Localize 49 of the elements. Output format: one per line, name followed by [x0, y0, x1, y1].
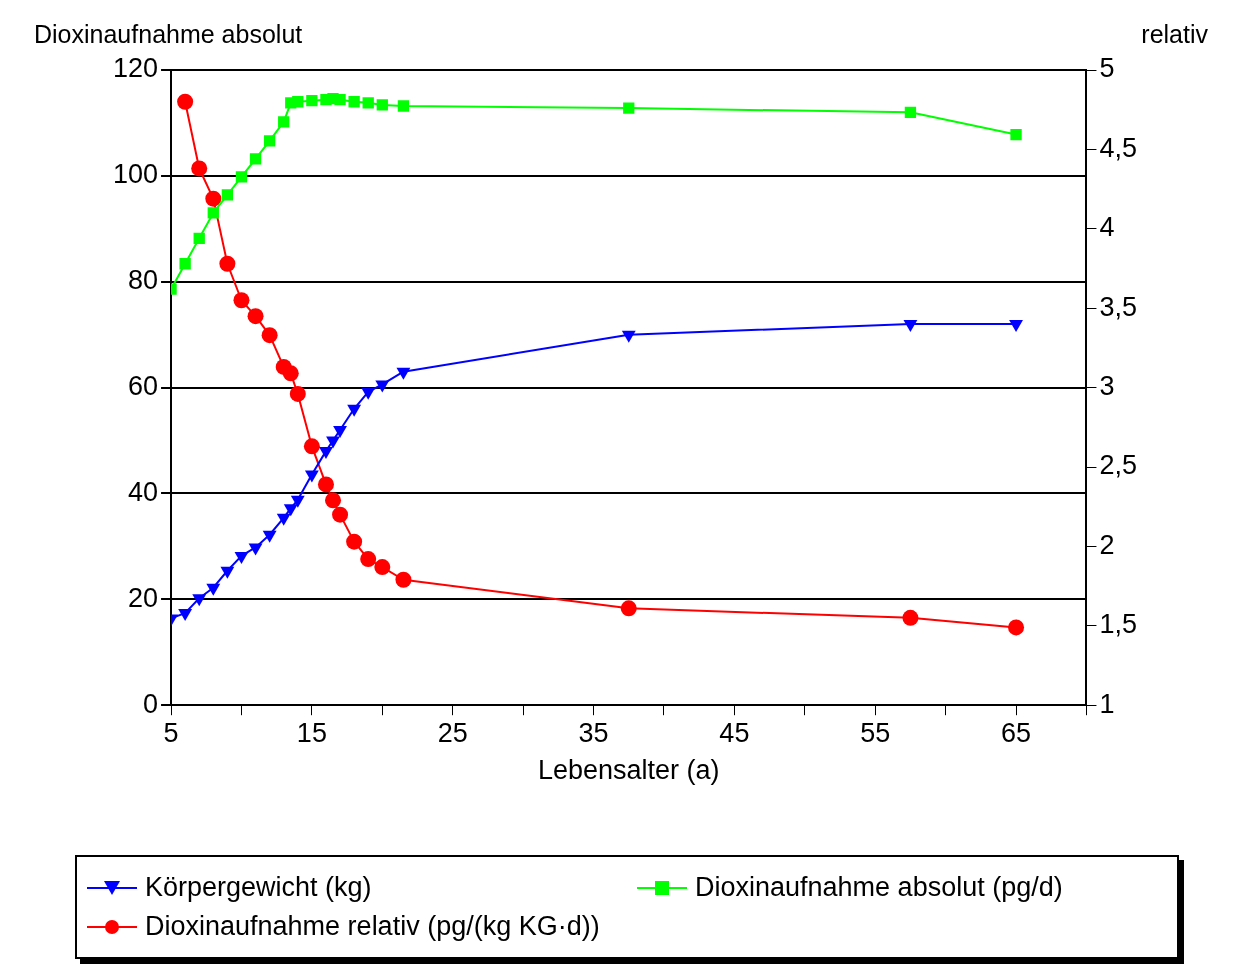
x-tick-label: 35 [578, 717, 609, 748]
legend-label: Dioxinaufnahme absolut (pg/d) [695, 872, 1063, 903]
point [325, 492, 342, 509]
y-axis-title: Dioxinaufnahme absolut [34, 20, 303, 48]
point [247, 308, 264, 325]
y-tick-label: 80 [128, 265, 159, 296]
point [282, 365, 299, 382]
y-tick-label: 60 [128, 371, 159, 402]
x-tick-label: 55 [860, 717, 891, 748]
point [303, 438, 320, 455]
x-tick-label: 45 [719, 717, 750, 748]
point [289, 385, 306, 402]
point [205, 190, 222, 207]
x-tick-label: 15 [296, 717, 327, 748]
y-tick-label: 40 [128, 476, 159, 507]
point [902, 609, 919, 626]
point [346, 533, 363, 550]
y2-tick-label: 3 [1099, 371, 1115, 402]
x-tick-label: 5 [163, 717, 179, 748]
point [191, 160, 208, 177]
point [233, 292, 250, 309]
point [261, 327, 278, 344]
legend-label: Körpergewicht (kg) [145, 872, 372, 903]
y-tick-label: 20 [128, 582, 159, 613]
x-tick-label: 25 [437, 717, 468, 748]
point [620, 600, 637, 617]
point [1008, 619, 1025, 636]
point [332, 506, 349, 523]
y2-tick-label: 1 [1099, 688, 1115, 719]
y2-tick-label: 2 [1099, 529, 1115, 560]
point [395, 571, 412, 588]
point [317, 476, 334, 493]
point [177, 93, 194, 110]
y2-tick-label: 4,5 [1099, 132, 1138, 163]
point [360, 551, 377, 568]
y-tick-label: 0 [143, 688, 159, 719]
point [219, 255, 236, 272]
legend-label: Dioxinaufnahme relativ (pg/(kg KG·d)) [145, 911, 600, 942]
point [374, 559, 391, 576]
y2-tick-label: 1,5 [1099, 609, 1138, 640]
x-tick-label: 65 [1001, 717, 1032, 748]
x-axis-title: Lebensalter (a) [537, 755, 720, 786]
y2-tick-label: 4 [1099, 212, 1115, 243]
y2-tick-label: 3,5 [1099, 291, 1138, 322]
y2-tick-label: 5 [1099, 53, 1115, 84]
y-tick-label: 120 [112, 53, 159, 84]
y2-axis-title: relativ [1141, 20, 1209, 48]
y2-tick-label: 2,5 [1099, 450, 1138, 481]
y-tick-label: 100 [112, 159, 159, 190]
